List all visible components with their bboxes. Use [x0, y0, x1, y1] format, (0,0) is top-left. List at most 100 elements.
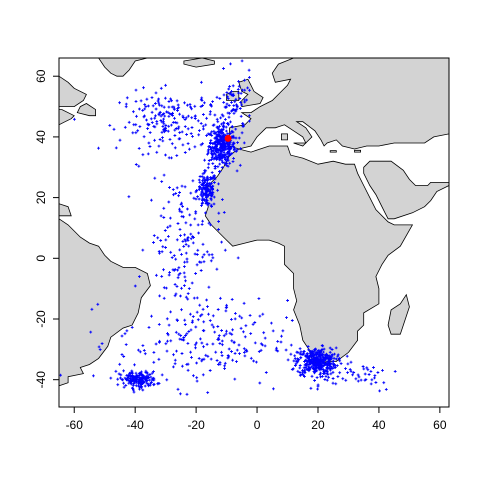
track-point [322, 347, 326, 351]
track-point [318, 373, 322, 376]
track-point [133, 284, 137, 288]
track-point [181, 114, 185, 118]
track-point [122, 369, 125, 373]
track-point [239, 101, 242, 104]
track-point [186, 297, 190, 301]
track-point [230, 298, 234, 301]
track-point [243, 351, 246, 354]
track-point [202, 127, 205, 131]
track-point [141, 248, 145, 252]
track-point [237, 84, 241, 88]
track-point [163, 114, 167, 118]
track-point [129, 382, 133, 386]
track-point [122, 355, 126, 358]
track-point [214, 132, 218, 136]
track-point [216, 338, 220, 341]
track-point [187, 114, 190, 118]
track-point [141, 374, 144, 378]
track-point [205, 298, 208, 302]
track-point [224, 105, 227, 109]
track-point [90, 307, 94, 311]
track-point [214, 145, 218, 149]
x-tick-label: 20 [311, 418, 325, 432]
track-point [164, 153, 167, 157]
track-point [132, 123, 136, 127]
track-point [129, 375, 133, 378]
track-point [201, 142, 204, 146]
track-point [142, 135, 146, 139]
track-point [214, 156, 218, 160]
track-point [167, 105, 171, 109]
track-point [247, 68, 251, 72]
track-point [189, 328, 193, 332]
track-point [207, 151, 210, 155]
track-point [147, 376, 150, 379]
plot-frame [58, 57, 450, 408]
track-point [142, 86, 145, 90]
track-point [186, 368, 190, 372]
track-point [170, 123, 173, 127]
track-point [229, 62, 232, 66]
track-point [203, 158, 206, 162]
land-cuba [59, 203, 72, 217]
track-point [232, 157, 235, 160]
track-point [220, 144, 224, 148]
track-point [357, 375, 361, 379]
track-point [167, 114, 171, 118]
track-point [224, 125, 228, 129]
track-point [317, 359, 321, 363]
track-point [145, 97, 149, 101]
track-point [143, 352, 147, 356]
track-point [262, 331, 266, 335]
track-point [152, 360, 156, 364]
track-point [325, 372, 329, 375]
track-point [166, 129, 170, 133]
track-point [153, 138, 156, 142]
track-point [303, 360, 306, 363]
track-point [231, 358, 234, 362]
track-point [202, 345, 205, 349]
track-point [128, 380, 132, 383]
track-point [253, 341, 257, 345]
track-point [189, 237, 193, 241]
track-point [186, 127, 190, 131]
cluster-northwest-africa [191, 158, 220, 215]
track-point [162, 268, 165, 272]
track-point [378, 389, 381, 393]
track-point [92, 374, 95, 378]
track-point [301, 372, 304, 376]
track-point [218, 170, 221, 173]
track-point [143, 107, 147, 111]
track-point [120, 334, 124, 338]
track-point [164, 124, 168, 127]
track-point [186, 103, 189, 107]
track-point [313, 370, 317, 373]
track-point [201, 255, 204, 259]
track-point [201, 183, 204, 187]
track-point [156, 236, 160, 240]
track-point [204, 199, 208, 203]
track-point [116, 377, 120, 381]
track-point [316, 349, 320, 352]
track-point [197, 197, 201, 201]
track-point [211, 256, 215, 260]
track-point [198, 181, 202, 184]
track-point [325, 352, 328, 356]
track-point [156, 382, 160, 386]
track-point [176, 109, 179, 112]
track-point [98, 348, 102, 351]
track-point [150, 314, 153, 318]
track-point [198, 303, 202, 307]
track-point [154, 102, 157, 105]
track-point [165, 317, 169, 321]
track-point [318, 367, 322, 371]
track-point [228, 331, 232, 335]
track-point [218, 97, 222, 100]
track-point [211, 191, 215, 195]
track-point [233, 147, 236, 151]
track-point [205, 194, 209, 198]
track-point [306, 359, 310, 363]
track-point [172, 353, 175, 357]
land-crete [329, 150, 337, 153]
track-point [185, 392, 189, 396]
